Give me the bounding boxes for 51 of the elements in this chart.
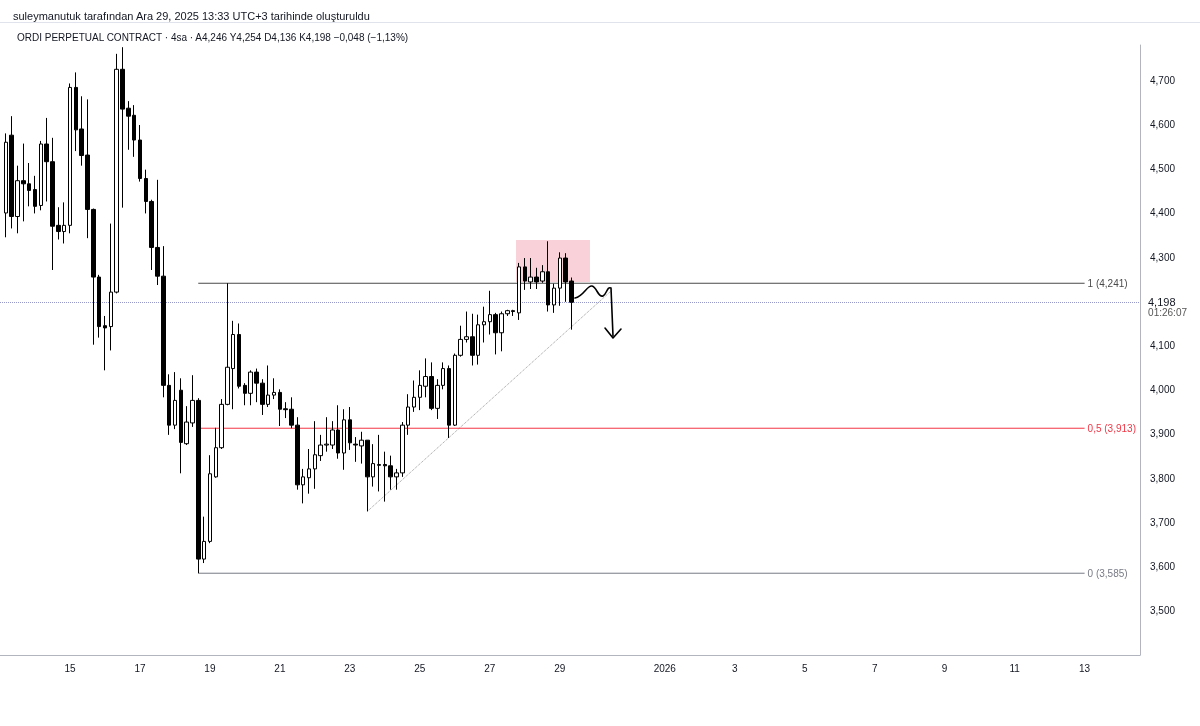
y-tick-label: 3,600 xyxy=(1150,561,1176,573)
candlestick xyxy=(412,380,416,413)
candlestick xyxy=(272,377,276,400)
y-tick-label: 4,500 xyxy=(1150,163,1176,175)
candlestick xyxy=(307,448,311,495)
candlestick xyxy=(237,322,241,389)
y-tick-label: 4,000 xyxy=(1150,384,1176,396)
y-tick-label: 3,700 xyxy=(1150,516,1176,528)
text: 01:26:07 xyxy=(1148,306,1188,318)
x-tick-label: 9 xyxy=(941,662,948,674)
x-tick-label: 29 xyxy=(554,662,566,674)
y-tick-label: 3,500 xyxy=(1150,605,1176,617)
candlestick xyxy=(447,364,451,439)
candlestick xyxy=(552,283,556,314)
y-tick-label: 4,300 xyxy=(1150,251,1176,263)
candlestick xyxy=(208,454,212,544)
x-tick-label: 17 xyxy=(134,662,146,674)
chart-title: ORDI PERPETUAL CONTRACT · 4sa · A4,246 Y4,254 D4,136 K4,198 −0,048 (−1,13%) xyxy=(17,31,409,43)
x-tick-label: 2026 xyxy=(653,662,677,674)
y-tick-label: 4,600 xyxy=(1150,119,1176,131)
x-tick-label: 27 xyxy=(484,662,496,674)
candlestick xyxy=(517,262,521,321)
y-tick-label: 4,700 xyxy=(1150,74,1176,86)
y-tick-label: 4,400 xyxy=(1150,207,1176,219)
y-tick-label: 3,800 xyxy=(1150,472,1176,484)
ref-line-label: 4,198 xyxy=(1148,296,1176,309)
x-tick-label: 11 xyxy=(1009,662,1021,674)
candlestick xyxy=(103,315,107,371)
candlestick xyxy=(482,306,486,343)
candlestick xyxy=(348,406,352,451)
x-tick-label: 21 xyxy=(274,662,286,674)
candlestick xyxy=(377,434,381,492)
candlestick xyxy=(33,175,37,214)
x-tick-label: 3 xyxy=(731,662,738,674)
y-tick-label: 4,100 xyxy=(1150,340,1176,352)
series-label: 0,5 (3,913) xyxy=(1087,422,1136,434)
x-tick-label: 7 xyxy=(871,662,878,674)
candlestick xyxy=(138,124,142,183)
x-tick-label: 5 xyxy=(801,662,808,674)
y-tick-label: 3,900 xyxy=(1150,428,1176,440)
candlestick xyxy=(173,371,177,430)
x-tick-label: 13 xyxy=(1079,662,1091,674)
x-tick-label: 19 xyxy=(204,662,216,674)
series-label: 0 (3,585) xyxy=(1087,567,1128,579)
x-tick-label: 15 xyxy=(64,662,76,674)
candlestick xyxy=(68,82,72,234)
candlestick xyxy=(342,408,346,471)
x-tick-label: 25 xyxy=(414,662,426,674)
series-label: 1 (4,241) xyxy=(1087,277,1128,289)
x-tick-label: 23 xyxy=(344,662,356,674)
chart-subtitle: suleymanutuk tarafından Ara 29, 2025 13:33 UTC+3 tarihinde oluşturuldu xyxy=(13,9,370,22)
